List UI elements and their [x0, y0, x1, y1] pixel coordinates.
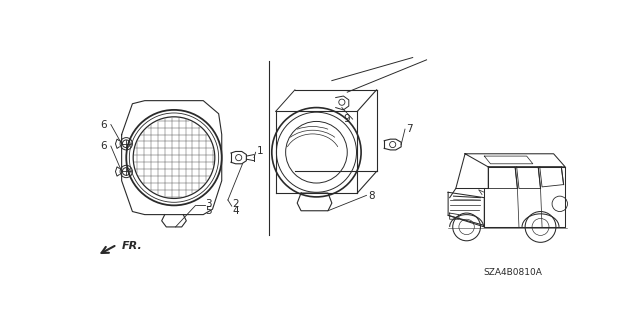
- Text: 8: 8: [368, 191, 374, 201]
- Text: 5: 5: [205, 206, 212, 216]
- Text: 3: 3: [205, 199, 212, 209]
- Text: FR.: FR.: [122, 241, 142, 251]
- Text: 1: 1: [257, 146, 264, 157]
- Text: SZA4B0810A: SZA4B0810A: [483, 268, 542, 277]
- Text: 9: 9: [343, 114, 349, 124]
- Text: 6: 6: [100, 141, 107, 151]
- Text: 6: 6: [100, 120, 107, 130]
- Text: 7: 7: [406, 124, 413, 134]
- Text: 4: 4: [232, 206, 239, 216]
- Text: 2: 2: [232, 199, 239, 209]
